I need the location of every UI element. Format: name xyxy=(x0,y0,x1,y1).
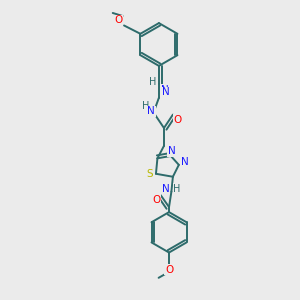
Text: H: H xyxy=(173,184,180,194)
Text: O: O xyxy=(173,115,182,125)
Text: O: O xyxy=(152,195,161,205)
Text: O: O xyxy=(115,15,123,25)
Text: N: N xyxy=(181,158,189,167)
Text: N: N xyxy=(162,87,169,97)
Text: H: H xyxy=(142,101,150,111)
Text: N: N xyxy=(161,85,169,95)
Text: S: S xyxy=(147,169,153,179)
Text: H: H xyxy=(149,77,156,87)
Text: O: O xyxy=(165,265,173,275)
Text: N: N xyxy=(162,184,170,194)
Text: N: N xyxy=(147,106,155,116)
Text: N: N xyxy=(167,146,175,156)
